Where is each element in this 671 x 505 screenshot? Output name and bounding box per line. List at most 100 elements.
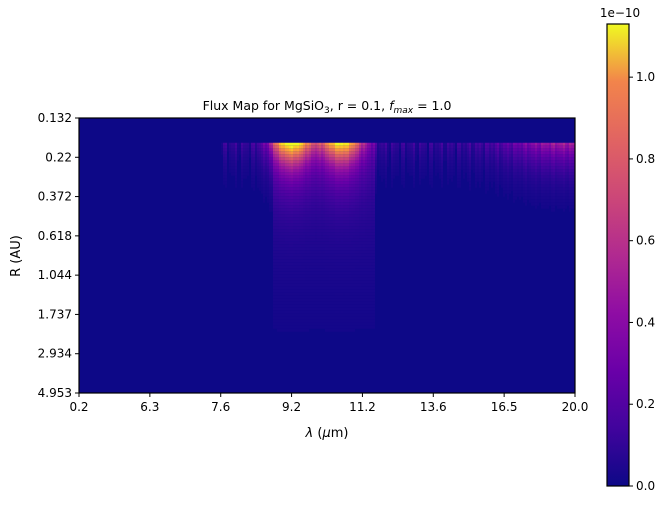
heatmap-cell xyxy=(323,265,325,269)
heatmap-cell xyxy=(317,277,319,281)
heatmap-cell xyxy=(299,202,301,206)
heatmap-cell xyxy=(361,241,363,245)
heatmap-cell xyxy=(289,232,291,236)
heatmap-cell xyxy=(479,151,481,155)
heatmap-cell xyxy=(569,148,571,152)
heatmap-cell xyxy=(287,241,289,245)
heatmap-cell xyxy=(525,199,527,203)
heatmap-cell xyxy=(331,229,333,233)
heatmap-cell xyxy=(261,163,263,167)
heatmap-cell xyxy=(279,259,281,263)
heatmap-cell xyxy=(307,322,309,326)
heatmap-cell xyxy=(371,157,373,161)
heatmap-cell xyxy=(315,199,317,203)
heatmap-cell xyxy=(275,262,277,266)
heatmap-cell xyxy=(291,244,293,248)
heatmap-cell xyxy=(445,145,447,149)
heatmap-cell xyxy=(465,157,467,161)
heatmap-cell xyxy=(507,175,509,179)
heatmap-cell xyxy=(349,286,351,290)
heatmap-cell xyxy=(553,172,555,176)
heatmap-cell xyxy=(353,199,355,203)
heatmap-cell xyxy=(349,205,351,209)
heatmap-cell xyxy=(341,256,343,260)
heatmap-cell xyxy=(371,178,373,182)
heatmap-cell xyxy=(273,283,275,287)
heatmap-cell xyxy=(339,274,341,278)
heatmap-cell xyxy=(423,169,425,173)
heatmap-cell xyxy=(359,181,361,185)
heatmap-cell xyxy=(335,286,337,290)
heatmap-cell xyxy=(339,280,341,284)
heatmap-cell xyxy=(281,175,283,179)
heatmap-cell xyxy=(297,196,299,200)
heatmap-cell xyxy=(353,208,355,212)
heatmap-cell xyxy=(299,187,301,191)
heatmap-cell xyxy=(303,151,305,155)
heatmap-cell xyxy=(381,160,383,164)
heatmap-cell xyxy=(531,163,533,167)
heatmap-cell xyxy=(341,175,343,179)
heatmap-cell xyxy=(273,220,275,224)
heatmap-cell xyxy=(459,154,461,158)
heatmap-cell xyxy=(285,202,287,206)
heatmap-cell xyxy=(287,181,289,185)
heatmap-cell xyxy=(331,304,333,308)
heatmap-cell xyxy=(277,256,279,260)
heatmap-cell xyxy=(459,145,461,149)
heatmap-cell xyxy=(343,160,345,164)
heatmap-cell xyxy=(335,187,337,191)
heatmap-cell xyxy=(563,154,565,158)
heatmap-cell xyxy=(379,172,381,176)
heatmap-cell xyxy=(361,259,363,263)
heatmap-cell xyxy=(271,172,273,176)
heatmap-cell xyxy=(413,181,415,185)
heatmap-cell xyxy=(295,142,297,146)
heatmap-cell xyxy=(301,217,303,221)
heatmap-cell xyxy=(305,253,307,257)
heatmap-cell xyxy=(329,178,331,182)
heatmap-cell xyxy=(355,316,357,320)
heatmap-cell xyxy=(289,289,291,293)
heatmap-cell xyxy=(225,184,227,188)
heatmap-cell xyxy=(369,208,371,212)
heatmap-cell xyxy=(297,253,299,257)
heatmap-cell xyxy=(481,160,483,164)
heatmap-cell xyxy=(285,241,287,245)
heatmap-cell xyxy=(551,181,553,185)
heatmap-cell xyxy=(371,220,373,224)
heatmap-cell xyxy=(547,145,549,149)
heatmap-cell xyxy=(287,217,289,221)
heatmap-cell xyxy=(275,217,277,221)
heatmap-cell xyxy=(367,277,369,281)
heatmap-cell xyxy=(537,184,539,188)
heatmap-cell xyxy=(329,202,331,206)
heatmap-cell xyxy=(285,286,287,290)
heatmap-cell xyxy=(443,157,445,161)
heatmap-cell xyxy=(527,184,529,188)
heatmap-cell xyxy=(263,190,265,194)
heatmap-cell xyxy=(259,169,261,173)
heatmap-cell xyxy=(293,295,295,299)
heatmap-cell xyxy=(507,190,509,194)
heatmap-cell xyxy=(295,268,297,272)
heatmap-cell xyxy=(561,205,563,209)
heatmap-cell xyxy=(369,154,371,158)
heatmap-cell xyxy=(563,169,565,173)
heatmap-cell xyxy=(347,226,349,230)
heatmap-cell xyxy=(557,160,559,164)
heatmap-cell xyxy=(285,304,287,308)
heatmap-cell xyxy=(333,202,335,206)
heatmap-cell xyxy=(353,169,355,173)
heatmap-cell xyxy=(275,274,277,278)
heatmap-cell xyxy=(243,157,245,161)
heatmap-cell xyxy=(469,172,471,176)
heatmap-cell xyxy=(287,301,289,305)
heatmap-cell xyxy=(353,322,355,326)
heatmap-cell xyxy=(327,289,329,293)
heatmap-cell xyxy=(361,217,363,221)
heatmap-cell xyxy=(565,154,567,158)
heatmap-cell xyxy=(303,250,305,254)
heatmap-cell xyxy=(529,166,531,170)
heatmap-cell xyxy=(571,205,573,209)
